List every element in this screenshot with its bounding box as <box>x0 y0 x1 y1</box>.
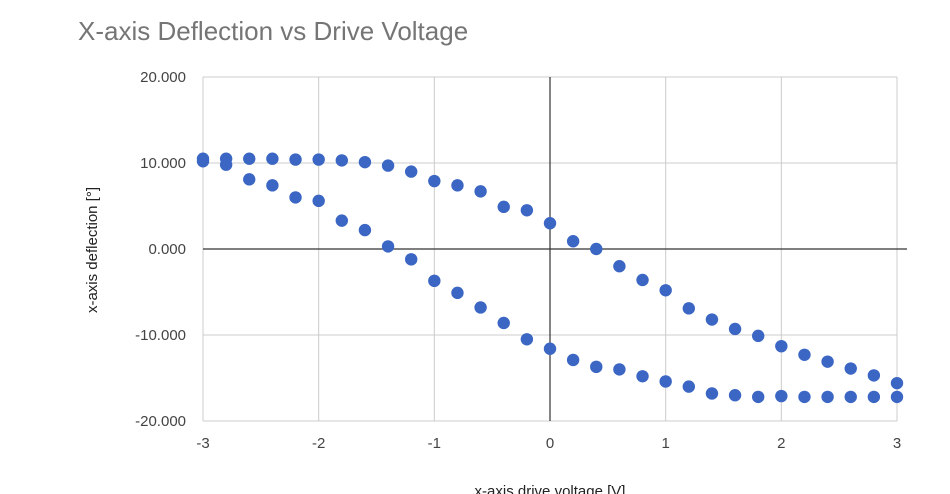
tick-labels: -3 -2 -1 0 1 2 3 20.000 10.000 0.000 -10.000 -20.00… <box>135 69 901 452</box>
data-point <box>520 333 534 346</box>
data-point <box>312 194 325 208</box>
x-axis-label: x-axis drive voltage [V] <box>475 483 626 494</box>
data-point <box>566 353 580 367</box>
data-point <box>775 339 788 353</box>
x-tick-label: 2 <box>777 435 785 452</box>
data-point <box>243 173 256 186</box>
x-tick-label: 1 <box>661 435 669 452</box>
data-point <box>682 380 695 393</box>
data-point <box>543 217 557 230</box>
y-tick-label: 10.000 <box>140 155 186 172</box>
data-point <box>798 390 811 404</box>
data-point <box>358 155 372 169</box>
data-point <box>890 376 904 390</box>
data-point <box>590 360 603 374</box>
data-point <box>428 174 441 188</box>
data-point <box>867 390 881 404</box>
y-tick-label: 20.000 <box>140 69 186 86</box>
y-axis-label: x-axis deflection [°] <box>84 187 101 313</box>
data-point <box>682 302 695 315</box>
data-point <box>844 390 857 404</box>
data-point <box>798 348 811 361</box>
data-point <box>266 152 279 165</box>
data-point <box>451 179 464 192</box>
x-tick-label: -3 <box>196 435 209 452</box>
data-point <box>358 223 372 237</box>
y-tick-label: -20.000 <box>135 413 186 430</box>
data-point <box>312 153 325 166</box>
data-point <box>289 153 302 166</box>
data-point <box>428 274 441 288</box>
data-point <box>451 286 464 300</box>
x-tick-label: 0 <box>546 435 554 452</box>
data-point <box>381 240 395 253</box>
data-point <box>566 235 580 248</box>
data-point <box>497 316 510 330</box>
data-point <box>405 165 418 178</box>
data-point <box>636 370 649 383</box>
data-point <box>243 152 256 165</box>
x-tick-label: -2 <box>312 435 325 452</box>
data-point <box>728 389 742 402</box>
axes <box>203 77 907 421</box>
data-point <box>752 329 765 343</box>
y-tick-label: 0.000 <box>148 241 186 258</box>
data-point <box>219 158 233 171</box>
data-point <box>335 154 348 167</box>
data-point <box>705 313 719 326</box>
data-point <box>728 322 742 336</box>
data-point <box>474 185 487 198</box>
data-point <box>289 191 302 204</box>
data-point <box>520 204 534 217</box>
data-point <box>821 390 834 404</box>
x-tick-label: -1 <box>428 435 441 452</box>
x-tick-label: 3 <box>893 435 901 452</box>
data-point <box>890 390 904 404</box>
data-point <box>613 260 626 273</box>
data-point <box>335 214 348 227</box>
data-point <box>196 155 210 168</box>
y-tick-label: -10.000 <box>135 327 186 344</box>
data-point <box>266 179 279 192</box>
data-point <box>590 242 603 256</box>
data-point <box>381 159 395 172</box>
chart-title: X-axis Deflection vs Drive Voltage <box>78 16 468 46</box>
data-point <box>613 363 626 376</box>
data-point <box>775 389 788 403</box>
data-point <box>543 342 557 355</box>
data-point <box>497 200 510 214</box>
data-point <box>821 355 834 368</box>
data-point <box>867 369 881 382</box>
data-point <box>752 390 765 404</box>
data-point <box>705 387 719 400</box>
data-point <box>474 301 487 314</box>
data-point <box>659 284 672 297</box>
data-point <box>405 253 418 266</box>
data-point <box>844 362 857 375</box>
data-point <box>659 375 672 388</box>
data-point <box>636 273 649 287</box>
data-points <box>196 152 904 404</box>
